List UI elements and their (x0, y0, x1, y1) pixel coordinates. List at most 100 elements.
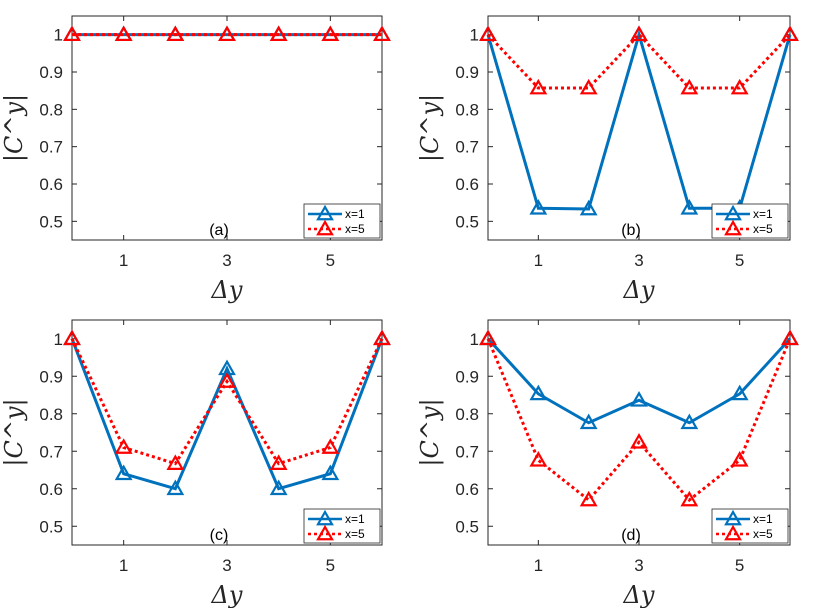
panel-label: (d) (621, 527, 641, 544)
legend-entry: x=5 (753, 222, 773, 236)
chart-panel-b: 0.5 0.6 0.7 0.8 0.9 1 1 3 5 Δy |C^y| (b) x=1x=5 (416, 15, 799, 304)
data-point-marker (630, 25, 648, 42)
series-line-2 (70, 338, 384, 466)
y-tick-label: 0.6 (455, 480, 479, 499)
legend-box (711, 508, 789, 544)
y-tick-label: 0.5 (39, 517, 63, 536)
x-tick-label: 1 (534, 251, 543, 270)
x-tick-label: 1 (119, 556, 128, 575)
x-axis-label: Δy (623, 581, 655, 608)
y-tick-label: 0.5 (39, 212, 63, 231)
y-axis-label: |C^y| (416, 398, 445, 466)
y-tick-label: 0.9 (39, 367, 63, 386)
data-point-marker (63, 25, 81, 42)
y-tick-label: 1 (470, 330, 479, 349)
data-point-marker (166, 25, 185, 42)
chart-panel-a: 0.5 0.6 0.7 0.8 0.9 1 1 3 5 Δy |C^y| (a) x=1x=5 (0, 15, 391, 304)
legend: x=1x=5 (711, 508, 789, 544)
data-point-marker (781, 329, 799, 346)
x-axis-label: Δy (211, 276, 243, 304)
data-point-marker (529, 199, 548, 215)
y-tick-label: 0.9 (39, 63, 63, 82)
x-tick-label: 3 (634, 556, 643, 575)
x-tick-label: 5 (735, 251, 744, 270)
y-tick-label: 0.7 (455, 138, 479, 157)
y-axis-label: |C^y| (0, 94, 29, 162)
plot-area (71, 319, 383, 546)
data-point-marker (166, 479, 185, 496)
legend-box (303, 203, 381, 239)
series-line-2 (486, 32, 792, 90)
legend-swatch-marker (316, 524, 334, 541)
y-tick-label: 0.9 (455, 63, 479, 82)
data-point-marker (680, 199, 699, 215)
y-axis-label: |C^y| (0, 398, 29, 466)
data-point-marker (730, 384, 749, 401)
legend: x=1x=5 (303, 508, 381, 544)
data-point-marker (579, 413, 598, 430)
data-point-marker (579, 78, 598, 95)
series-line-1 (70, 338, 384, 491)
data-point-marker (269, 25, 288, 42)
data-point-marker (730, 451, 749, 467)
panel-label: (b) (621, 222, 641, 239)
x-tick-label: 3 (634, 251, 643, 270)
data-point-marker (680, 78, 699, 95)
y-tick-label: 0.8 (39, 405, 63, 424)
plot-area (71, 15, 383, 241)
data-point-marker (579, 490, 598, 507)
legend: x=1x=5 (303, 203, 381, 239)
data-point-marker (529, 451, 548, 467)
data-point-marker (479, 25, 497, 42)
data-point-marker (63, 329, 81, 346)
data-point-marker (579, 199, 598, 216)
y-tick-label: 1 (54, 330, 63, 349)
data-point-marker (114, 25, 133, 42)
y-tick-label: 0.6 (455, 175, 479, 194)
series-line-1 (486, 337, 792, 425)
legend-box (711, 203, 789, 239)
y-tick-label: 0.6 (39, 175, 63, 194)
data-point-marker (269, 454, 288, 470)
data-point-marker (630, 433, 648, 449)
x-axis-label: Δy (623, 276, 655, 304)
data-point-marker (529, 384, 548, 401)
legend-swatch-marker (316, 509, 334, 526)
legend-entry: x=1 (345, 512, 365, 526)
x-tick-label: 5 (735, 556, 744, 575)
y-tick-label: 1 (470, 26, 479, 45)
legend-swatch-marker (724, 509, 742, 526)
data-point-marker (321, 25, 340, 42)
legend: x=1x=5 (711, 203, 789, 239)
data-point-marker (479, 329, 497, 346)
data-point-marker (321, 438, 340, 454)
x-tick-label: 5 (326, 251, 335, 270)
data-point-marker (166, 454, 185, 470)
data-point-marker (373, 25, 391, 42)
data-point-marker (321, 464, 340, 481)
x-tick-label: 1 (119, 251, 128, 270)
chart-panel-d: 0.5 0.6 0.7 0.8 0.9 1 1 3 5 Δy |C^y| (d) x=1x=5 (416, 319, 799, 608)
chart-panel-c: 0.5 0.6 0.7 0.8 0.9 1 1 3 5 Δy |C^y| (c) x=1x=5 (0, 319, 391, 608)
legend-entry: x=1 (753, 512, 773, 526)
x-axis-label: Δy (211, 581, 243, 608)
legend-swatch-marker (316, 219, 334, 236)
series-line-2 (486, 338, 792, 503)
legend-swatch-marker (724, 204, 742, 221)
data-point-marker (114, 438, 133, 454)
panel-label: (a) (209, 222, 229, 239)
data-point-marker (218, 25, 236, 42)
data-point-marker (781, 25, 799, 42)
y-tick-label: 0.7 (39, 138, 63, 157)
data-point-marker (373, 329, 391, 346)
x-tick-label: 5 (326, 556, 335, 575)
legend-entry: x=1 (753, 207, 773, 221)
x-tick-label: 3 (222, 556, 231, 575)
data-point-marker (630, 391, 648, 407)
x-tick-label: 3 (222, 251, 231, 270)
y-tick-label: 0.7 (455, 442, 479, 461)
y-tick-label: 0.9 (455, 367, 479, 386)
y-tick-label: 0.5 (455, 212, 479, 231)
panel-label: (c) (210, 527, 229, 544)
